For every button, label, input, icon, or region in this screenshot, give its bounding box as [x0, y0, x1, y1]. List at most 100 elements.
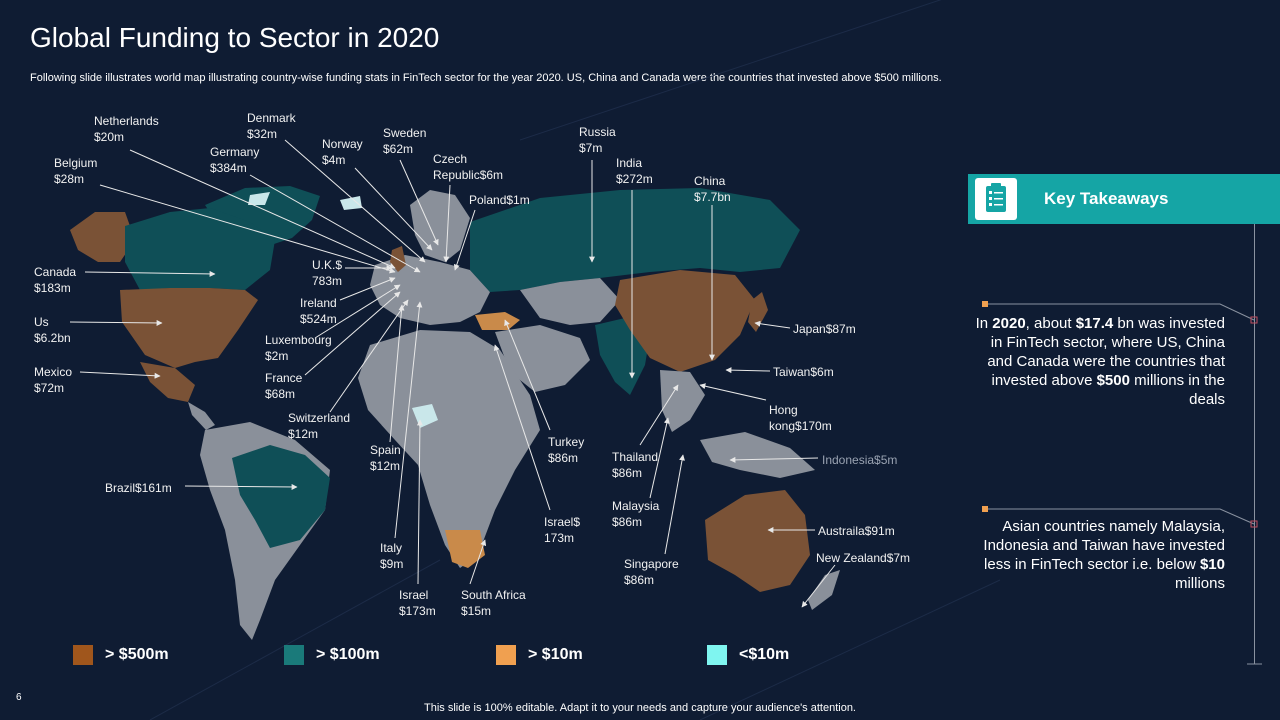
south-africa-shape [445, 530, 485, 568]
country-label-russia: Russia $7m [579, 125, 616, 155]
legend-label: > $100m [316, 646, 380, 663]
arrow-sweden [399, 159, 439, 246]
arrow-denmark [284, 139, 426, 263]
arrow-thailand [639, 384, 679, 446]
country-label-turkey: Turkey $86m [548, 435, 585, 465]
legend-label: > $500m [105, 646, 169, 663]
country-label-us: Us $6.2bn [34, 315, 71, 345]
arrow-luxembourg [314, 284, 401, 339]
arrow-italy [394, 301, 423, 539]
arrow-netherlands [129, 149, 396, 269]
key-takeaways-header [968, 174, 1280, 224]
country-label-israel_s: Israel $173m [399, 588, 436, 618]
arrow-taiwan [725, 367, 771, 374]
note-text: Asian countries namely Malaysia, Indones… [983, 518, 1225, 573]
arrow-belgium [99, 184, 396, 274]
takeaway-note-2: Asian countries namely Malaysia, Indones… [975, 517, 1225, 593]
country-label-thailand: Thailand $86m [612, 450, 659, 480]
note-text: bn was invested in FinTech sector, where… [987, 315, 1225, 389]
arrow-mexico [79, 371, 161, 379]
country-label-ireland: Ireland $524m [300, 296, 337, 326]
arrow-hongkong [699, 383, 767, 401]
country-label-china: China $7.7bn [694, 174, 731, 204]
arrow-malaysia [649, 417, 670, 499]
country-label-belgium: Belgium $28m [54, 156, 98, 186]
country-label-uk: U.K.$ 783m [312, 258, 343, 288]
note-text-bold: $10 [1199, 556, 1225, 573]
legend-item-lt10m: <$10m [707, 645, 789, 665]
footer-note: This slide is 100% editable. Adapt it to… [424, 702, 856, 714]
arrow-norway [354, 167, 433, 251]
country-label-singapore: Singapore $86m [624, 557, 679, 587]
arrow-israel_s [416, 419, 423, 585]
arrow-france [304, 291, 401, 376]
page-title: Global Funding to Sector in 2020 [30, 22, 440, 53]
country-label-switzerland: Switzerland $12m [288, 411, 351, 441]
central-asia-shape [520, 278, 620, 325]
arrow-newzealand [801, 564, 836, 608]
country-label-italy: Italy $9m [380, 541, 404, 571]
central-america-shape [188, 402, 215, 430]
arrow-germany [249, 174, 421, 273]
country-label-australia: Austraila$91m [818, 524, 895, 538]
country-label-denmark: Denmark $32m [247, 111, 296, 141]
arrow-turkey [504, 319, 551, 431]
note-text: In [975, 315, 993, 332]
takeaway-note-1: In 2020, about $17.4 bn was invested in … [975, 314, 1225, 409]
note-text: millions in the deals [1129, 372, 1225, 408]
country-label-france: France $68m [265, 371, 303, 401]
key-takeaways-title: Key Takeaways [1044, 189, 1169, 208]
arrow-israel_e [493, 344, 551, 511]
legend-item-10m: > $10m [496, 645, 583, 665]
note-text: millions [1174, 575, 1225, 592]
country-label-spain: Spain $12m [370, 443, 401, 473]
us-shape [120, 288, 258, 368]
country-label-canada: Canada $183m [34, 265, 77, 295]
arrow-canada [84, 270, 216, 277]
arrow-brazil [184, 483, 298, 490]
country-label-israel_e: Israel$ 173m [544, 515, 581, 545]
country-label-taiwan: Taiwan$6m [773, 365, 834, 379]
arrow-czech [443, 184, 451, 263]
indonesia-shape [700, 432, 815, 478]
note-text: , about [1025, 315, 1076, 332]
country-label-brazil: Brazil$161m [105, 481, 172, 495]
country-label-netherlands: Netherlands $20m [94, 114, 159, 144]
svalbard-shape [248, 192, 270, 205]
china-shape [615, 270, 755, 372]
country-label-india: India $272m [616, 156, 653, 186]
japan-shape [748, 292, 768, 332]
arrow-southafrica [469, 539, 487, 585]
country-label-malaysia: Malaysia $86m [612, 499, 660, 529]
arrow-indonesia [729, 456, 819, 463]
legend-item-500m: > $500m [73, 645, 169, 665]
legend-swatch [73, 645, 93, 665]
country-label-newzealand: New Zealand$7m [816, 551, 911, 565]
brazil-shape [232, 445, 330, 548]
note-text-bold: $500 [1096, 372, 1130, 389]
timeline-line [1254, 224, 1255, 664]
legend-label: <$10m [739, 646, 790, 663]
legend-label: > $10m [528, 646, 583, 663]
slide-number: 6 [16, 692, 22, 703]
country-label-czech: Czech Republic$6m [433, 152, 504, 182]
southeast-asia-shape [660, 370, 705, 432]
russia-shape [470, 188, 800, 292]
legend-item-100m: > $100m [284, 645, 380, 665]
country-label-sweden: Sweden $62m [383, 126, 427, 156]
scandinavia-shape [410, 190, 470, 262]
country-label-poland: Poland$1m [469, 193, 530, 207]
africa-shape [358, 330, 540, 568]
newzealand-shape [808, 570, 840, 610]
legend-swatch [284, 645, 304, 665]
country-label-luxembourg: Luxembourg $2m [265, 333, 332, 363]
arrow-switzerland [329, 299, 409, 413]
country-label-japan: Japan$87m [793, 322, 856, 336]
legend-swatch [496, 645, 516, 665]
arrow-ireland [339, 277, 396, 301]
country-label-southafrica: South Africa $15m [461, 588, 526, 618]
arrow-singapore [664, 454, 685, 555]
legend-swatch [707, 645, 727, 665]
